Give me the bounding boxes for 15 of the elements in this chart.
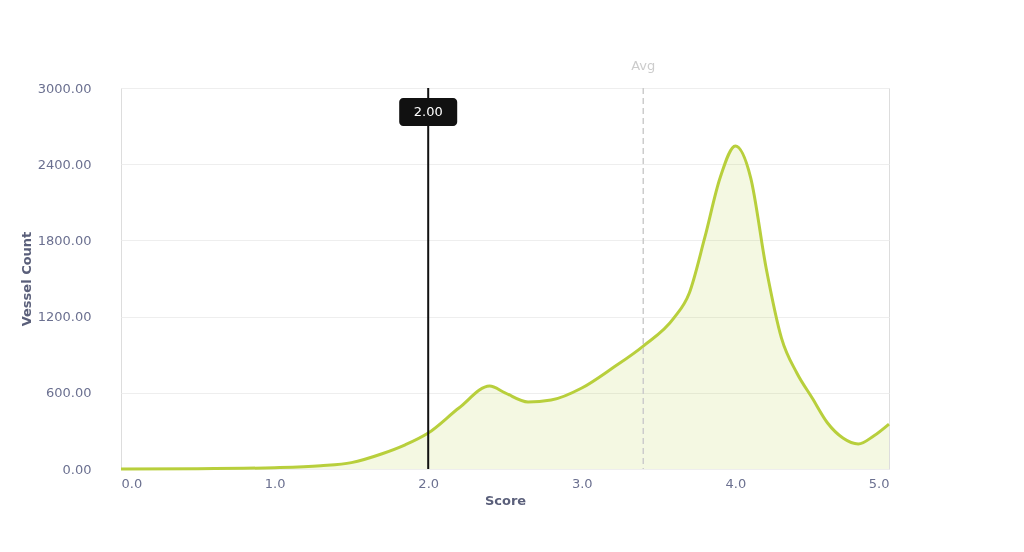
ref-line-label: 2.00 — [413, 104, 443, 119]
y-tick-label: 2400.00 — [37, 156, 92, 172]
y-tick-label: 3000.00 — [37, 80, 92, 96]
x-tick-label: 0.0 — [121, 475, 143, 491]
y-tick-label: 0.00 — [62, 461, 92, 477]
y-tick-label: 1800.00 — [37, 232, 92, 248]
x-tick-label: 3.0 — [571, 475, 593, 491]
x-axis-title: Score — [484, 492, 527, 508]
x-tick-label: 4.0 — [725, 475, 747, 491]
y-tick-label: 600.00 — [46, 385, 92, 401]
y-axis-title: Vessel Count — [18, 231, 34, 327]
x-tick-label: 5.0 — [868, 475, 890, 491]
x-tick-label: 2.0 — [418, 475, 440, 491]
x-tick-label: 1.0 — [264, 475, 286, 491]
y-tick-label: 1200.00 — [37, 309, 92, 325]
